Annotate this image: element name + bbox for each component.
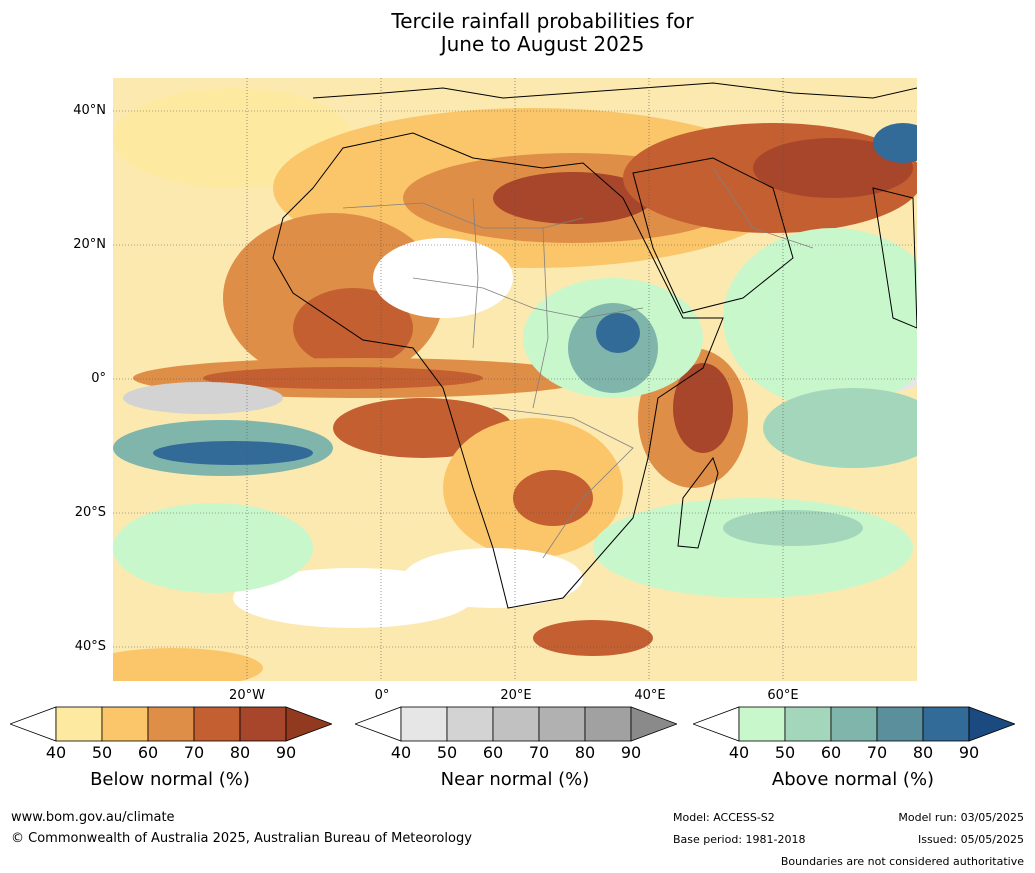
colorbar-tick-label: 80 bbox=[912, 743, 934, 762]
title-line-2: June to August 2025 bbox=[440, 32, 645, 56]
below-region bbox=[203, 367, 483, 389]
below-region bbox=[293, 288, 413, 368]
border-line bbox=[412, 277, 644, 319]
lon-label-20e: 20°E bbox=[500, 688, 532, 703]
colorbar-title-below: Below normal (%) bbox=[90, 769, 250, 790]
colorbar-segment bbox=[101, 706, 149, 742]
colorbar-segment bbox=[492, 706, 540, 742]
below-region bbox=[513, 470, 593, 526]
colorbar-title-above: Above normal (%) bbox=[771, 769, 935, 790]
colorbar-extend-high bbox=[285, 706, 332, 742]
colorbar-tick-label: 50 bbox=[774, 743, 796, 762]
colorbar-segment bbox=[400, 706, 448, 742]
colorbar-segment bbox=[922, 706, 970, 742]
colorbar-tick-label: 90 bbox=[958, 743, 980, 762]
colorbar-segment bbox=[784, 706, 832, 742]
border-line bbox=[712, 167, 814, 249]
colorbar-tick-label: 40 bbox=[728, 743, 750, 762]
below-region bbox=[493, 172, 653, 224]
near-region bbox=[233, 568, 473, 628]
colorbar-segment bbox=[830, 706, 878, 742]
below-region bbox=[533, 620, 653, 656]
colorbar-tick-label: 70 bbox=[528, 743, 550, 762]
colorbar-extend-low bbox=[693, 706, 740, 742]
above-region bbox=[763, 388, 917, 468]
colorbar-segment bbox=[55, 706, 103, 742]
colorbar-segment bbox=[538, 706, 586, 742]
border-line bbox=[532, 227, 549, 409]
footer-model: Model: ACCESS-S2 bbox=[673, 811, 775, 824]
title-line-1: Tercile rainfall probabilities for bbox=[391, 9, 694, 33]
colorbar-segment bbox=[239, 706, 287, 742]
colorbar-below-normal bbox=[10, 706, 332, 742]
footer-disclaimer: Boundaries are not considered authoritat… bbox=[780, 855, 1024, 868]
lat-label-0: 0° bbox=[91, 371, 106, 386]
colorbar-extend-high bbox=[630, 706, 677, 742]
colorbar-tick-label: 90 bbox=[275, 743, 297, 762]
country-borders bbox=[342, 167, 814, 559]
probability-map bbox=[113, 78, 917, 681]
colorbar-extend-low bbox=[10, 706, 57, 742]
colorbar-tick-label: 70 bbox=[183, 743, 205, 762]
above-region bbox=[113, 503, 313, 593]
near-region bbox=[373, 238, 513, 318]
colorbar-tick-label: 50 bbox=[91, 743, 113, 762]
border-line bbox=[492, 407, 634, 559]
footer-model-run: Model run: 03/05/2025 bbox=[898, 811, 1024, 824]
footer-url[interactable]: www.bom.gov.au/climate bbox=[11, 810, 175, 825]
above-region bbox=[723, 228, 917, 408]
colorbar-tick-label: 60 bbox=[820, 743, 842, 762]
below-region bbox=[753, 138, 913, 198]
colorbar-near-normal bbox=[355, 706, 677, 742]
lat-label-40n: 40°N bbox=[73, 103, 106, 118]
border-line bbox=[342, 202, 584, 229]
lat-label-20s: 20°S bbox=[74, 505, 106, 520]
lat-label-20n: 20°N bbox=[73, 237, 106, 252]
lon-label-40e: 40°E bbox=[634, 688, 666, 703]
footer-base-period: Base period: 1981-2018 bbox=[673, 833, 806, 846]
footer-copyright: © Commonwealth of Australia 2025, Austra… bbox=[11, 831, 472, 846]
map-title: Tercile rainfall probabilities for June … bbox=[0, 10, 1035, 56]
lat-label-40s: 40°S bbox=[74, 639, 106, 654]
colorbar-tick-label: 60 bbox=[137, 743, 159, 762]
india-outline bbox=[872, 187, 917, 329]
below-region bbox=[113, 648, 263, 681]
colorbar-above-normal bbox=[693, 706, 1015, 742]
colorbar-tick-label: 40 bbox=[45, 743, 67, 762]
arabia-outline bbox=[632, 157, 794, 314]
colorbar-tick-label: 80 bbox=[574, 743, 596, 762]
above-region bbox=[153, 441, 313, 465]
europe-coast bbox=[312, 82, 917, 99]
africa-outline bbox=[272, 132, 724, 609]
colorbar-segment bbox=[147, 706, 195, 742]
near-region bbox=[123, 382, 283, 414]
above-region bbox=[723, 510, 863, 546]
above-region bbox=[596, 313, 640, 353]
above-normal-regions bbox=[113, 123, 917, 598]
above-region bbox=[873, 123, 917, 163]
colorbar-tick-label: 50 bbox=[436, 743, 458, 762]
colorbar-title-near: Near normal (%) bbox=[440, 769, 590, 790]
lon-label-60e: 60°E bbox=[767, 688, 799, 703]
colorbar-segment bbox=[193, 706, 241, 742]
lon-label-20w: 20°W bbox=[229, 688, 265, 703]
footer-issued: Issued: 05/05/2025 bbox=[917, 833, 1024, 846]
colorbar-extend-low bbox=[355, 706, 402, 742]
graticule bbox=[113, 78, 917, 681]
colorbar-tick-label: 60 bbox=[482, 743, 504, 762]
colorbar-segment bbox=[446, 706, 494, 742]
colorbar-extend-high bbox=[968, 706, 1015, 742]
colorbar-tick-label: 40 bbox=[390, 743, 412, 762]
below-region bbox=[673, 363, 733, 453]
colorbar-segment bbox=[876, 706, 924, 742]
colorbar-tick-label: 80 bbox=[229, 743, 251, 762]
colorbar-tick-label: 70 bbox=[866, 743, 888, 762]
colorbar-segment bbox=[738, 706, 786, 742]
colorbar-segment bbox=[584, 706, 632, 742]
madagascar-outline bbox=[677, 456, 719, 549]
colorbar-tick-label: 90 bbox=[620, 743, 642, 762]
border-line bbox=[472, 197, 479, 349]
coastlines bbox=[272, 82, 917, 609]
lon-label-0: 0° bbox=[374, 688, 390, 703]
